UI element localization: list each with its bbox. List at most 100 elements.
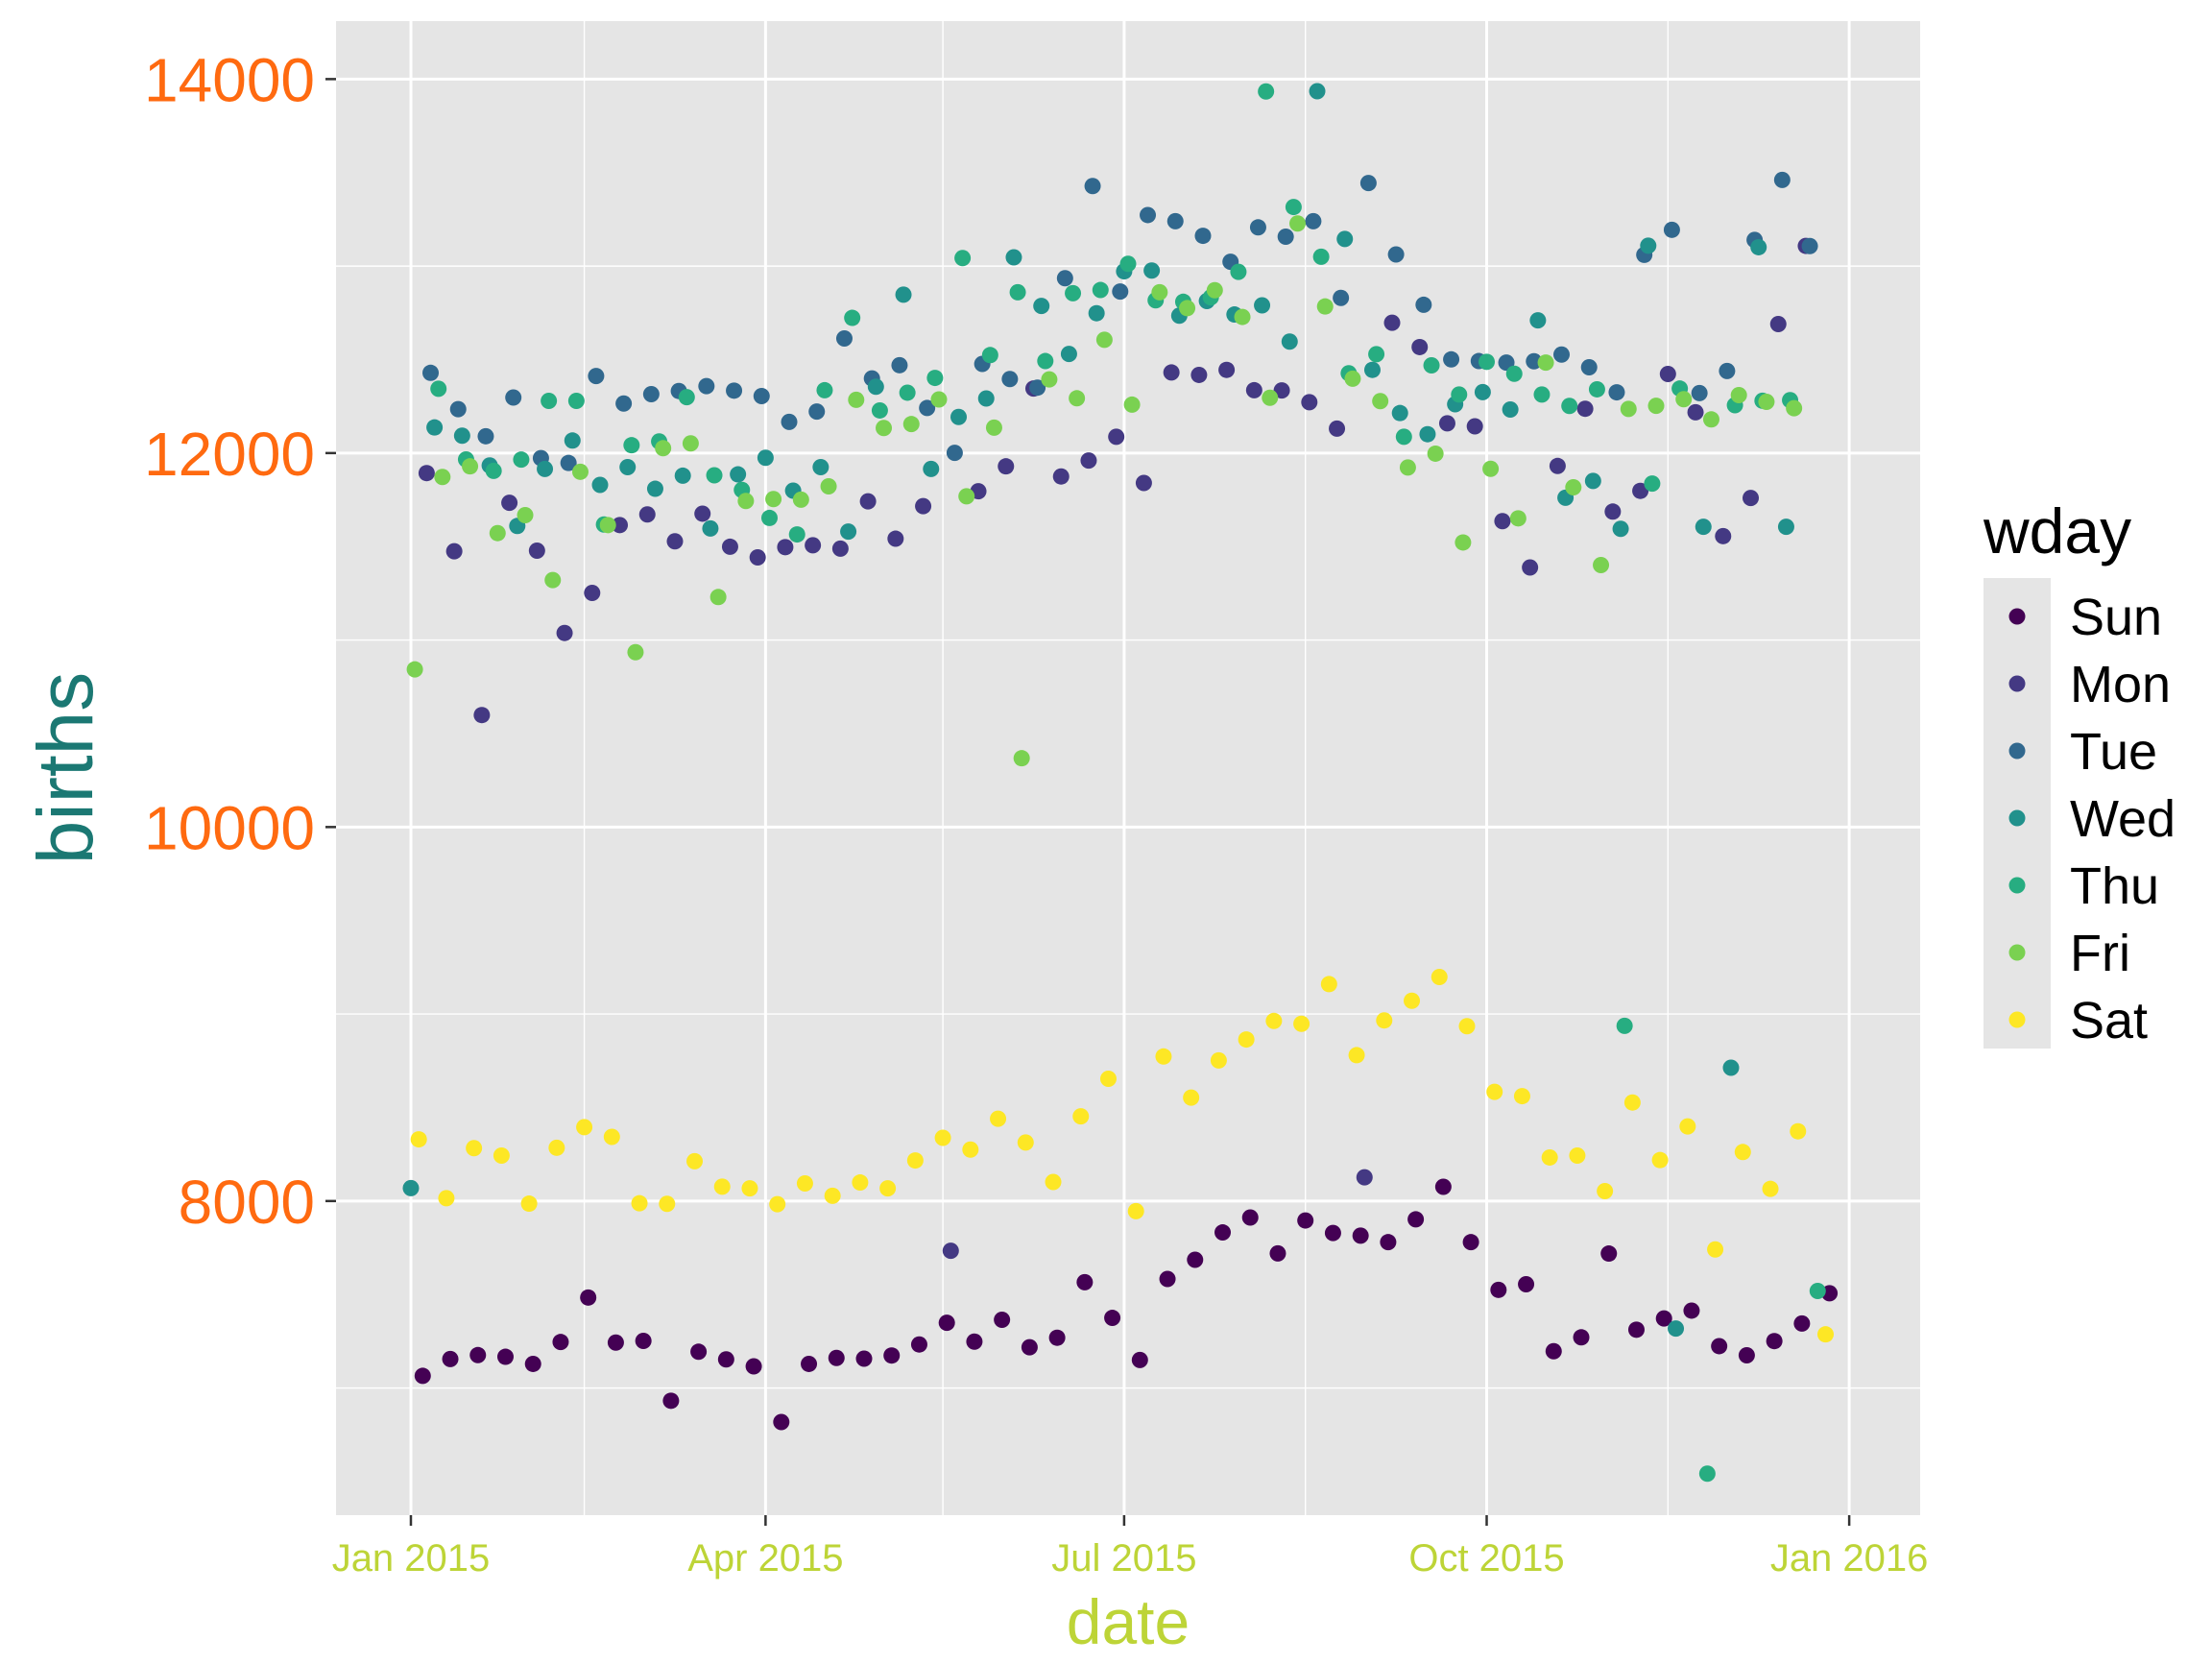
series-tue [422,171,1818,471]
data-point [859,493,877,510]
x-tick-label: Jul 2015 [1051,1537,1196,1580]
data-point [1104,1310,1121,1327]
legend-key [2008,675,2026,692]
series-sun [414,1178,1839,1431]
data-point [1502,400,1519,418]
data-point [694,505,711,522]
x-axis-title: date [1067,1586,1190,1657]
data-point [473,707,491,724]
data-point [1715,527,1732,544]
data-point [919,399,936,417]
data-point [1065,284,1082,301]
data-point [1533,386,1551,403]
data-point [769,1195,786,1213]
data-point [1659,365,1676,382]
data-point [646,480,663,497]
data-point [1123,396,1141,413]
data-point [1214,1224,1232,1242]
data-point [1249,219,1266,236]
data-point [1786,399,1803,417]
data-point [930,391,948,408]
data-point [414,1367,431,1385]
data-point [867,378,884,396]
data-point [1281,333,1298,350]
legend-label: Sat [2070,992,2148,1049]
data-point [855,1350,873,1367]
data-point [418,465,435,482]
data-point [1383,314,1401,331]
data-point [1668,1320,1685,1338]
data-point [402,1179,420,1196]
data-point [1529,312,1547,329]
series-sat [410,969,1834,1343]
data-point [1005,249,1022,266]
y-tick-label: 14000 [144,45,315,114]
data-point [537,460,554,477]
data-point [824,1187,841,1204]
data-point [1190,366,1208,383]
data-point [958,488,975,505]
data-point [702,519,719,537]
data-point [442,1350,459,1367]
data-point [1069,390,1086,407]
data-point [753,387,770,404]
data-point [1640,237,1657,254]
data-point [1513,1088,1530,1105]
data-point [852,1174,869,1192]
legend-title: wday [1983,495,2131,567]
data-point [1333,289,1350,306]
data-point [466,1140,483,1157]
data-point [1451,386,1468,403]
data-point [835,329,853,347]
data-point [1569,1147,1586,1165]
data-point [659,1195,676,1213]
data-point [895,286,912,303]
data-point [548,1139,565,1156]
data-point [1651,1151,1669,1169]
data-point [1245,381,1262,398]
data-point [1297,1212,1314,1229]
data-point [1479,353,1496,371]
data-point [1399,459,1416,476]
data-point [1593,557,1610,574]
data-point [1088,304,1105,322]
data-point [1395,428,1412,446]
data-point [1368,346,1385,363]
data-point [1769,315,1787,332]
data-point [1750,238,1767,255]
data-point [1522,559,1539,576]
x-tick-label: Jan 2016 [1770,1537,1929,1580]
data-point [1348,1047,1365,1064]
data-point [1387,246,1405,263]
data-point [1698,1465,1716,1483]
data-point [1234,308,1251,326]
data-point [1809,1283,1826,1300]
y-tick-label: 8000 [179,1168,315,1237]
data-point [1363,361,1381,378]
data-point [1458,1018,1476,1035]
data-point [638,506,656,523]
data-point [612,517,629,534]
data-point [844,309,861,326]
legend-item-tue: Tue [2008,723,2157,781]
legend-item-sat: Sat [2008,992,2148,1049]
data-point [749,549,766,567]
data-point [1552,346,1570,363]
data-point [544,571,562,589]
data-point [1526,352,1543,370]
data-point [1254,297,1271,314]
data-point [1608,384,1625,401]
data-point [528,543,545,560]
data-point [781,413,798,430]
data-point [1482,460,1500,477]
data-point [489,524,506,542]
data-point [805,537,822,554]
data-point [1359,175,1377,192]
data-point [1431,969,1448,986]
data-point [1329,420,1346,437]
data-point [745,1358,762,1375]
data-point [788,526,805,543]
data-point [1438,415,1455,432]
data-point [1045,1173,1062,1191]
